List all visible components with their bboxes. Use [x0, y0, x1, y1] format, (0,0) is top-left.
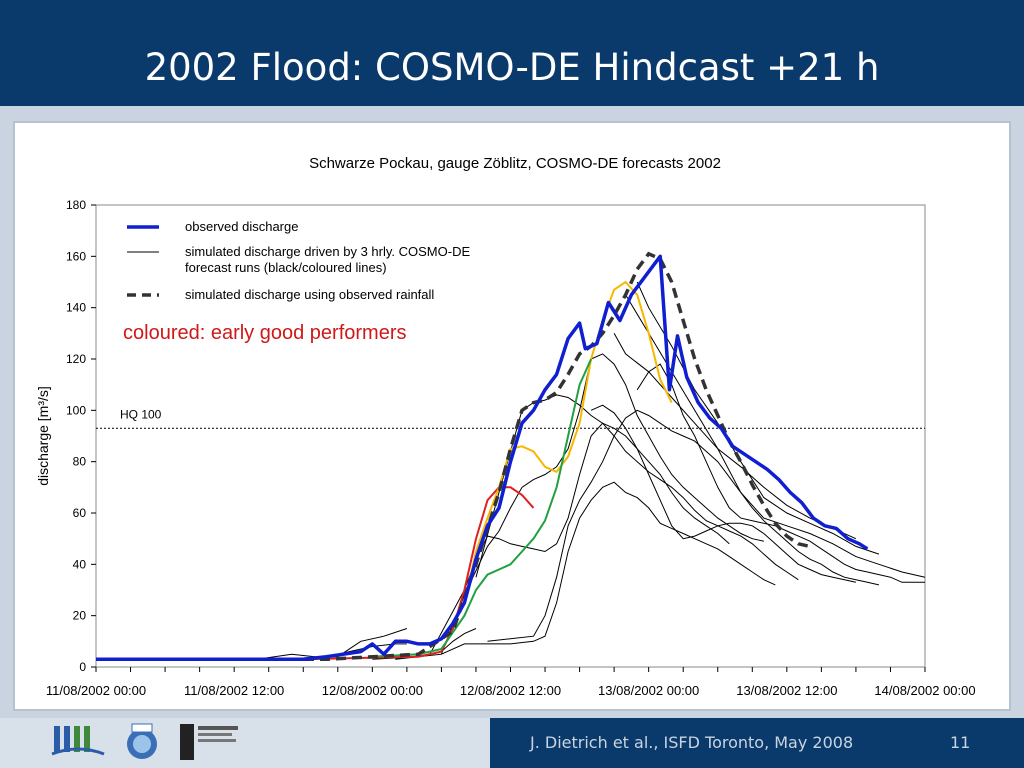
- x-tick-label: 12/08/2002 12:00: [460, 683, 561, 698]
- simulated-run-line: [395, 353, 764, 660]
- simulated-run-line: [487, 409, 880, 642]
- discharge-chart: Schwarze Pockau, gauge Zöblitz, COSMO-DE…: [35, 155, 976, 698]
- simulated-run-line: [613, 333, 857, 540]
- early-performers-annotation: coloured: early good performers: [123, 322, 406, 344]
- legend-rainfall-label: simulated discharge using observed rainf…: [185, 287, 434, 302]
- y-tick-label: 80: [73, 455, 87, 469]
- simulated-run-line: [441, 481, 776, 655]
- y-axis-label: discharge [m³/s]: [35, 386, 51, 486]
- green-run-line: [372, 358, 593, 658]
- y-tick-label: 160: [66, 249, 86, 263]
- red-run-line: [303, 486, 535, 661]
- y-tick-label: 140: [66, 301, 86, 315]
- y-tick-label: 0: [79, 660, 86, 674]
- x-tick-label: 13/08/2002 12:00: [736, 683, 837, 698]
- simulated-run-line: [636, 281, 880, 555]
- x-tick-label: 13/08/2002 00:00: [598, 683, 699, 698]
- x-tick-label: 12/08/2002 00:00: [322, 683, 423, 698]
- simulated-run-line: [590, 404, 857, 583]
- slide-title: 2002 Flood: COSMO-DE Hindcast +21 h: [144, 46, 880, 89]
- chart-panel: Schwarze Pockau, gauge Zöblitz, COSMO-DE…: [13, 121, 1011, 711]
- y-tick-label: 60: [73, 506, 87, 520]
- slide-number: 11: [950, 733, 971, 752]
- x-tick-label: 14/08/2002 00:00: [874, 683, 975, 698]
- legend-observed-label: observed discharge: [185, 219, 298, 234]
- chart-title: Schwarze Pockau, gauge Zöblitz, COSMO-DE…: [309, 155, 721, 172]
- rainfall-sim-line: [96, 251, 811, 662]
- dwd-logo: [127, 723, 157, 759]
- y-tick-label: 20: [73, 609, 87, 623]
- simulated-run-line: [96, 628, 408, 660]
- y-tick-label: 180: [66, 198, 86, 212]
- footer-dark-bar: [490, 718, 1024, 768]
- slide-header: [0, 0, 1024, 106]
- simulated-run-line: [395, 422, 730, 660]
- footer-citation: J. Dietrich et al., ISFD Toronto, May 20…: [530, 733, 854, 752]
- hq100-label: HQ 100: [120, 407, 162, 421]
- x-tick-label: 11/08/2002 12:00: [184, 683, 284, 698]
- x-tick-label: 11/08/2002 00:00: [46, 683, 146, 698]
- y-tick-label: 40: [73, 557, 87, 571]
- uhh-logo: [51, 726, 105, 756]
- simulated-run-line: [625, 294, 926, 578]
- orange-run-line: [463, 280, 673, 604]
- y-tick-label: 100: [66, 403, 86, 417]
- legend-simulated-label: simulated discharge driven by 3 hrly. CO…: [185, 244, 470, 275]
- observed-line: [96, 254, 869, 662]
- y-tick-label: 120: [66, 352, 86, 366]
- rimax-logo: [180, 724, 238, 760]
